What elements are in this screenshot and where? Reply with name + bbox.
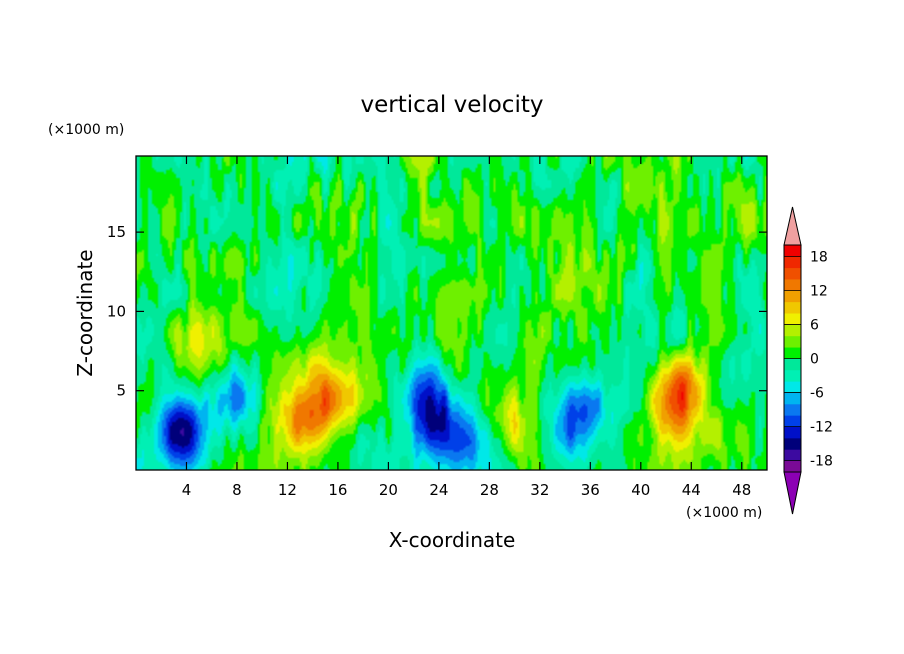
colorbar-segment [784,301,801,314]
colorbar-segment [784,335,801,348]
velocity-field [136,156,767,470]
colorbar-segment [784,256,801,269]
x-tick-label: 24 [429,481,448,499]
colorbar-tick-label: -12 [810,420,833,436]
x-tick-label: 48 [732,481,751,499]
colorbar-segment [784,347,801,359]
colorbar-tick-label: -6 [810,386,824,402]
colorbar-segment [784,449,801,462]
x-tick-label: 28 [480,481,499,499]
colorbar-tick-label: 6 [810,317,819,333]
colorbar-segment [784,381,801,393]
colorbar-segment [784,460,801,473]
colorbar-segment [784,369,801,382]
colorbar-tick-label: 18 [810,249,828,265]
x-tick-label: 36 [581,481,600,499]
x-tick-label: 12 [278,481,297,499]
colorbar-segment [784,358,801,371]
colorbar-tick-label: 12 [810,283,828,299]
x-tick-label: 32 [530,481,549,499]
colorbar-segment [784,290,801,303]
x-axis: 4 8 12 16 20 24 28 32 36 40 44 48 [182,156,751,499]
colorbar-segment [784,245,801,257]
x-tick-label: 40 [631,481,650,499]
plot-frame [135,155,768,471]
colorbar-tick-label: -18 [810,454,833,470]
x-tick-label: 8 [232,481,242,499]
y-tick-label: 10 [107,302,126,320]
colorbar-low-extend [783,471,802,515]
x-unit-label: (×1000 m) [686,505,762,521]
colorbar-segment [784,313,801,325]
y-unit-label: (×1000 m) [48,122,124,138]
plot-area [135,155,768,471]
colorbar-segment [784,415,801,427]
x-tick-label: 20 [379,481,398,499]
colorbar-segment [784,267,801,280]
colorbar-tick-label: 0 [810,352,819,368]
y-tick-label: 5 [116,382,126,400]
y-tick-label: 15 [107,223,126,241]
colorbar-segment [784,279,801,291]
y-axis: 5 10 15 [107,223,767,400]
chart-title: vertical velocity [361,92,544,118]
colorbar-high-extend [783,206,802,246]
y-axis-label: Z-coordinate [73,249,97,376]
colorbar-segment [784,437,801,450]
colorbar-segment [784,403,801,416]
colorbar-segment [784,426,801,439]
x-tick-label: 16 [328,481,347,499]
x-tick-label: 4 [182,481,192,499]
colorbar-segment [784,392,801,405]
colorbar: 18 12 6 0 -6 -12 -18 [783,206,833,515]
colorbar-segment [784,324,801,337]
x-tick-label: 44 [682,481,701,499]
x-axis-label: X-coordinate [389,528,516,552]
